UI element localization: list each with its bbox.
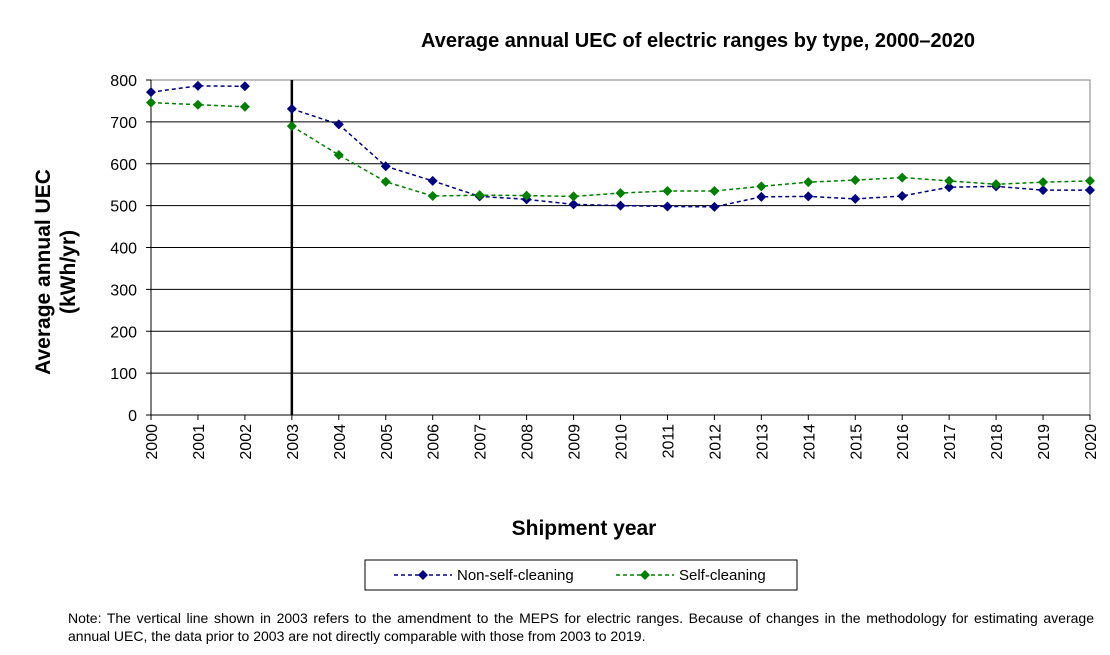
data-point-self-cleaning bbox=[286, 121, 297, 132]
data-point-non-self-cleaning bbox=[286, 103, 297, 114]
x-tick-label: 2005 bbox=[379, 424, 396, 460]
x-tick-label: 2009 bbox=[567, 424, 584, 460]
data-point-self-cleaning bbox=[568, 191, 579, 202]
data-point-self-cleaning bbox=[709, 185, 720, 196]
x-tick-label: 2003 bbox=[285, 424, 302, 460]
data-point-non-self-cleaning bbox=[427, 175, 438, 186]
data-point-non-self-cleaning bbox=[897, 190, 908, 201]
x-tick-label: 2008 bbox=[520, 424, 537, 460]
legend-marker-self-cleaning bbox=[640, 570, 650, 580]
chart-note: Note: The vertical line shown in 2003 re… bbox=[68, 610, 1094, 644]
data-point-self-cleaning bbox=[192, 99, 203, 110]
data-point-non-self-cleaning bbox=[662, 201, 673, 212]
y-tick-label: 300 bbox=[110, 282, 137, 299]
x-tick-label: 2016 bbox=[895, 424, 912, 460]
series-self-cleaning bbox=[146, 97, 1095, 202]
series-non-self-cleaning bbox=[146, 80, 1095, 212]
x-tick-label: 2019 bbox=[1036, 424, 1053, 460]
data-point-non-self-cleaning bbox=[850, 193, 861, 204]
y-tick-label: 700 bbox=[110, 115, 137, 132]
data-point-self-cleaning bbox=[803, 177, 814, 188]
y-tick-label: 100 bbox=[110, 366, 137, 383]
data-point-non-self-cleaning bbox=[568, 199, 579, 210]
axes: 0 100 200 300 400 500 600 700 800 2000 2001 2002 200… bbox=[110, 73, 1100, 460]
x-tick-label: 2012 bbox=[707, 424, 724, 460]
x-tick-label: 2002 bbox=[238, 424, 255, 460]
series-line-self-cleaning bbox=[150, 101, 245, 108]
data-point-non-self-cleaning bbox=[333, 119, 344, 130]
y-tick-label: 600 bbox=[110, 157, 137, 174]
data-point-non-self-cleaning bbox=[944, 182, 955, 193]
data-point-self-cleaning bbox=[380, 176, 391, 187]
x-tick-label: 2011 bbox=[660, 424, 677, 459]
legend-label-self-cleaning: Self-cleaning bbox=[679, 567, 766, 584]
data-point-self-cleaning bbox=[239, 101, 250, 112]
y-tick-label: 400 bbox=[110, 241, 137, 258]
data-point-non-self-cleaning bbox=[803, 191, 814, 202]
y-tick-label: 200 bbox=[110, 324, 137, 341]
series-line-self-cleaning bbox=[291, 125, 1091, 198]
x-tick-label: 2018 bbox=[989, 424, 1006, 460]
line-chart: Average annual UEC of electric ranges by… bbox=[32, 30, 1100, 591]
data-point-self-cleaning bbox=[1085, 175, 1095, 186]
data-point-self-cleaning bbox=[333, 149, 344, 160]
data-point-non-self-cleaning bbox=[146, 87, 156, 98]
data-point-non-self-cleaning bbox=[615, 200, 626, 211]
x-tick-label: 2001 bbox=[191, 424, 208, 460]
series-line-non-self-cleaning bbox=[291, 108, 1090, 208]
legend-marker-non-self-cleaning bbox=[418, 570, 428, 580]
y-tick-label: 0 bbox=[128, 408, 137, 425]
chart-title: Average annual UEC of electric ranges by… bbox=[421, 30, 975, 52]
legend-label-non-self-cleaning: Non-self-cleaning bbox=[457, 567, 574, 584]
data-point-self-cleaning bbox=[991, 179, 1002, 190]
data-point-non-self-cleaning bbox=[756, 191, 767, 202]
data-point-non-self-cleaning bbox=[1038, 185, 1049, 196]
series-line-non-self-cleaning bbox=[150, 85, 245, 93]
y-tick-label: 800 bbox=[110, 73, 137, 90]
data-point-self-cleaning bbox=[521, 190, 532, 201]
data-point-non-self-cleaning bbox=[709, 201, 720, 212]
data-point-self-cleaning bbox=[427, 190, 438, 201]
x-tick-label: 2013 bbox=[754, 424, 771, 460]
x-tick-label: 2006 bbox=[426, 424, 443, 460]
data-point-self-cleaning bbox=[756, 181, 767, 192]
y-axis-title: Average annual UEC bbox=[32, 169, 55, 375]
x-tick-label: 2010 bbox=[614, 424, 631, 460]
legend: Non-self-cleaning Self-cleaning bbox=[364, 559, 798, 591]
data-point-self-cleaning bbox=[850, 175, 861, 186]
x-tick-label: 2007 bbox=[473, 424, 490, 460]
data-point-self-cleaning bbox=[615, 188, 626, 199]
x-tick-label: 2015 bbox=[848, 424, 865, 460]
data-point-non-self-cleaning bbox=[192, 80, 203, 91]
y-axis-unit: (kWh/yr) bbox=[57, 230, 80, 314]
data-point-self-cleaning bbox=[897, 172, 908, 183]
x-tick-label: 2017 bbox=[942, 424, 959, 460]
x-tick-label: 2004 bbox=[332, 424, 349, 460]
data-point-self-cleaning bbox=[944, 175, 955, 186]
data-point-non-self-cleaning bbox=[380, 161, 391, 172]
data-point-self-cleaning bbox=[474, 190, 485, 201]
data-point-non-self-cleaning bbox=[1085, 185, 1095, 196]
x-tick-label: 2000 bbox=[144, 424, 161, 460]
series-group bbox=[146, 80, 1095, 212]
data-point-self-cleaning bbox=[146, 97, 156, 108]
y-tick-label: 500 bbox=[110, 199, 137, 216]
x-tick-label: 2020 bbox=[1083, 424, 1100, 460]
x-tick-label: 2014 bbox=[801, 424, 818, 460]
x-axis-title: Shipment year bbox=[512, 517, 657, 540]
data-point-non-self-cleaning bbox=[239, 81, 250, 92]
data-point-self-cleaning bbox=[662, 185, 673, 196]
data-point-self-cleaning bbox=[1038, 177, 1049, 188]
